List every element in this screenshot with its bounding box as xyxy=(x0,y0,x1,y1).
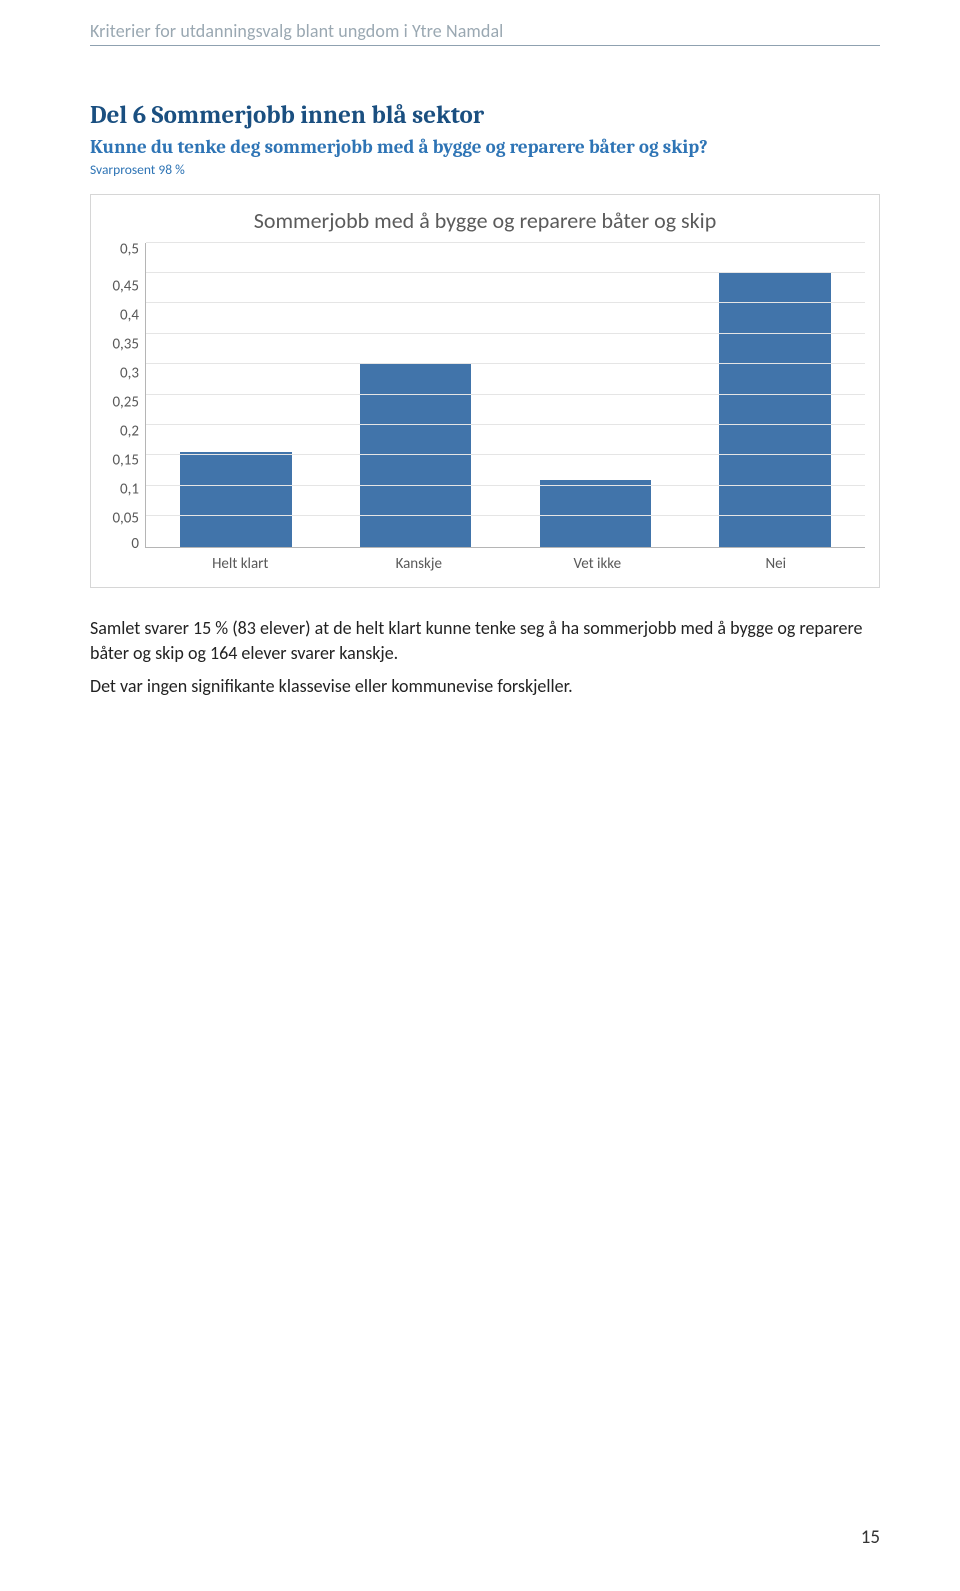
bar-slot xyxy=(326,243,506,547)
y-tick-label: 0 xyxy=(131,536,139,551)
bar-slot xyxy=(146,243,326,547)
gridline xyxy=(146,424,865,425)
y-tick-label: 0,5 xyxy=(120,242,139,257)
y-tick-label: 0,4 xyxy=(120,308,139,323)
response-rate: Svarprosent 98 % xyxy=(90,161,880,178)
y-tick-label: 0,3 xyxy=(120,366,139,381)
y-tick-label: 0,45 xyxy=(112,279,139,294)
x-tick-label: Helt klart xyxy=(151,548,330,573)
bar-slot xyxy=(506,243,686,547)
bar-slot xyxy=(685,243,865,547)
y-tick-label: 0,25 xyxy=(112,395,139,410)
bar xyxy=(180,452,291,546)
y-tick-label: 0,05 xyxy=(112,511,139,526)
gridline xyxy=(146,242,865,243)
gridline xyxy=(146,302,865,303)
chart-title: Sommerjobb med å bygge og reparere båter… xyxy=(215,207,755,235)
body-paragraph-1: Samlet svarer 15 % (83 elever) at de hel… xyxy=(90,616,880,666)
running-header: Kriterier for utdanningsvalg blant ungdo… xyxy=(90,20,880,45)
section-title: Del 6 Sommerjobb innen blå sektor xyxy=(90,101,880,130)
gridline xyxy=(146,515,865,516)
gridline xyxy=(146,363,865,364)
gridline xyxy=(146,454,865,455)
plot-area xyxy=(145,243,865,548)
gridline xyxy=(146,272,865,273)
x-axis: Helt klartKanskjeVet ikkeNei xyxy=(151,548,865,573)
y-tick-label: 0,1 xyxy=(120,482,139,497)
gridline xyxy=(146,485,865,486)
gridline xyxy=(146,333,865,334)
gridline xyxy=(146,394,865,395)
y-tick-label: 0,2 xyxy=(120,424,139,439)
x-tick-label: Nei xyxy=(687,548,866,573)
bar xyxy=(719,273,830,547)
x-tick-label: Kanskje xyxy=(330,548,509,573)
header-rule xyxy=(90,45,880,46)
page-number: 15 xyxy=(861,1526,880,1549)
question-text: Kunne du tenke deg sommerjobb med å bygg… xyxy=(90,136,880,158)
y-tick-label: 0,35 xyxy=(112,337,139,352)
x-tick-label: Vet ikke xyxy=(508,548,687,573)
chart-container: Sommerjobb med å bygge og reparere båter… xyxy=(90,194,880,588)
bar xyxy=(540,480,651,547)
y-tick-label: 0,15 xyxy=(112,453,139,468)
body-paragraph-2: Det var ingen signifikante klassevise el… xyxy=(90,674,880,699)
bars xyxy=(146,243,865,547)
y-axis: 0,5 0,45 0,4 0,35 0,3 0,25 0,2 0,15 0,1 0,05 0 xyxy=(105,243,145,548)
